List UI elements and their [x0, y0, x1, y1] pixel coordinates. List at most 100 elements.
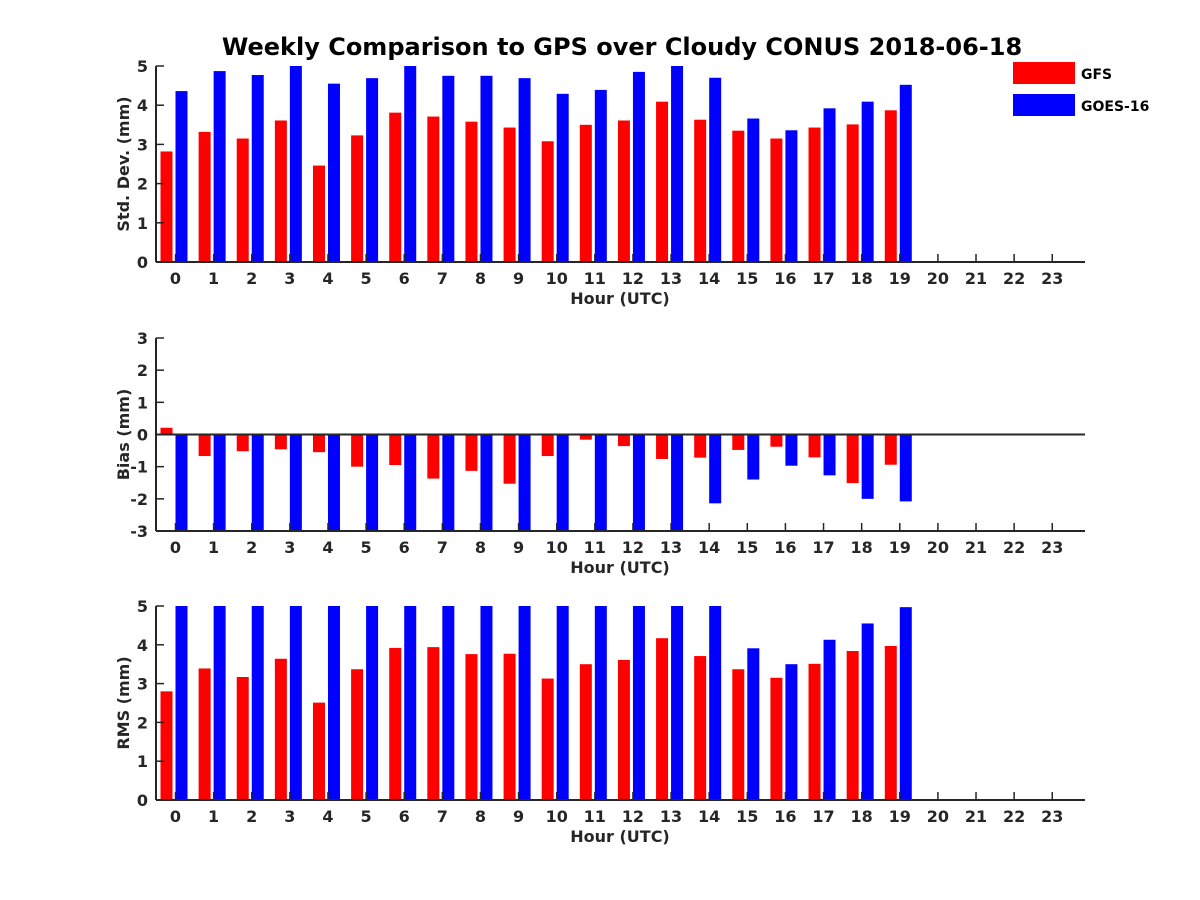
x-tick-label: 20 — [927, 269, 949, 288]
x-tick-label: 1 — [208, 538, 219, 557]
bar-goes-16-hour-4 — [327, 434, 340, 531]
x-tick-label: 20 — [927, 538, 949, 557]
x-tick-label: 8 — [475, 269, 486, 288]
bar-gfs-hour-5 — [351, 434, 364, 467]
bar-goes-16-hour-12 — [632, 606, 645, 800]
bar-gfs-hour-5 — [351, 135, 364, 262]
bar-goes-16-hour-3 — [289, 606, 302, 800]
x-tick-label: 17 — [812, 807, 834, 826]
x-tick-label: 6 — [399, 538, 410, 557]
bar-gfs-hour-18 — [846, 124, 859, 263]
bar-gfs-hour-0 — [160, 427, 173, 435]
x-tick-label: 8 — [475, 538, 486, 557]
bar-goes-16-hour-12 — [632, 434, 645, 531]
legend-label-goes-16: GOES-16 — [1081, 99, 1149, 115]
bar-goes-16-hour-11 — [594, 89, 607, 262]
bar-gfs-hour-5 — [351, 669, 364, 800]
x-tick-label: 14 — [698, 538, 720, 557]
bar-goes-16-hour-0 — [175, 606, 188, 800]
bar-goes-16-hour-13 — [671, 66, 684, 262]
x-tick-label: 10 — [546, 807, 568, 826]
bar-gfs-hour-8 — [465, 434, 478, 471]
legend: GFS GOES-16 — [1013, 62, 1149, 116]
legend-label-gfs: GFS — [1081, 67, 1112, 83]
bar-gfs-hour-13 — [656, 101, 669, 262]
x-tick-label: 7 — [437, 538, 448, 557]
bar-goes-16-hour-10 — [556, 434, 569, 531]
bar-goes-16-hour-14 — [709, 434, 722, 504]
bar-goes-16-hour-9 — [518, 78, 531, 262]
x-tick-label: 22 — [1003, 538, 1025, 557]
x-tick-label: 0 — [170, 807, 181, 826]
bar-gfs-hour-4 — [312, 165, 325, 262]
bar-goes-16-hour-4 — [327, 606, 340, 800]
y-tick-label: 0 — [137, 791, 148, 810]
y-tick-label: -2 — [130, 490, 148, 509]
bar-goes-16-hour-13 — [671, 434, 684, 531]
x-tick-label: 18 — [851, 807, 873, 826]
bar-gfs-hour-14 — [694, 656, 707, 800]
bar-goes-16-hour-7 — [442, 75, 455, 262]
x-tick-label: 23 — [1041, 269, 1063, 288]
x-axis-label: Hour (UTC) — [570, 827, 670, 846]
x-tick-label: 7 — [437, 807, 448, 826]
bar-goes-16-hour-6 — [404, 606, 417, 800]
x-tick-label: 22 — [1003, 807, 1025, 826]
bar-goes-16-hour-8 — [480, 75, 493, 262]
bar-gfs-hour-0 — [160, 151, 173, 262]
x-tick-label: 10 — [546, 538, 568, 557]
bar-goes-16-hour-0 — [175, 434, 188, 531]
x-tick-label: 10 — [546, 269, 568, 288]
x-tick-label: 9 — [513, 538, 524, 557]
bar-gfs-hour-8 — [465, 654, 478, 800]
bar-gfs-hour-2 — [236, 434, 249, 452]
bar-gfs-hour-14 — [694, 119, 707, 262]
x-tick-label: 2 — [246, 269, 257, 288]
bar-goes-16-hour-18 — [861, 623, 874, 800]
bar-goes-16-hour-1 — [213, 71, 226, 262]
x-axis-label: Hour (UTC) — [570, 289, 670, 308]
x-tick-label: 1 — [208, 269, 219, 288]
bar-gfs-hour-1 — [198, 668, 211, 800]
y-axis-label: RMS (mm) — [114, 656, 133, 749]
bar-gfs-hour-14 — [694, 434, 707, 458]
bar-goes-16-hour-8 — [480, 434, 493, 531]
legend-swatch-gfs — [1013, 62, 1075, 84]
x-tick-label: 15 — [736, 269, 758, 288]
bar-goes-16-hour-9 — [518, 606, 531, 800]
bar-goes-16-hour-2 — [251, 606, 264, 800]
x-tick-label: 17 — [812, 269, 834, 288]
bar-goes-16-hour-1 — [213, 606, 226, 800]
bar-gfs-hour-3 — [274, 434, 287, 450]
bar-gfs-hour-17 — [808, 434, 821, 458]
x-tick-label: 14 — [698, 807, 720, 826]
bar-gfs-hour-19 — [884, 110, 897, 263]
bar-goes-16-hour-2 — [251, 434, 264, 531]
bar-gfs-hour-9 — [503, 127, 516, 262]
bar-gfs-hour-18 — [846, 434, 859, 484]
y-tick-label: 3 — [137, 675, 148, 694]
x-tick-label: 4 — [322, 538, 333, 557]
x-tick-label: 16 — [774, 269, 796, 288]
x-tick-label: 21 — [965, 538, 987, 557]
x-tick-label: 18 — [851, 269, 873, 288]
bar-gfs-hour-15 — [732, 130, 745, 262]
bar-gfs-hour-17 — [808, 127, 821, 262]
y-tick-label: 4 — [137, 636, 148, 655]
x-tick-label: 11 — [584, 538, 606, 557]
bar-goes-16-hour-7 — [442, 434, 455, 531]
x-tick-label: 5 — [361, 269, 372, 288]
x-tick-label: 21 — [965, 807, 987, 826]
x-tick-label: 5 — [361, 807, 372, 826]
x-tick-label: 17 — [812, 538, 834, 557]
bar-gfs-hour-9 — [503, 653, 516, 800]
x-tick-label: 13 — [660, 538, 682, 557]
bar-gfs-hour-16 — [770, 677, 783, 800]
y-tick-label: 2 — [137, 175, 148, 194]
bar-gfs-hour-16 — [770, 138, 783, 262]
x-tick-label: 2 — [246, 538, 257, 557]
bar-gfs-hour-6 — [389, 647, 402, 800]
